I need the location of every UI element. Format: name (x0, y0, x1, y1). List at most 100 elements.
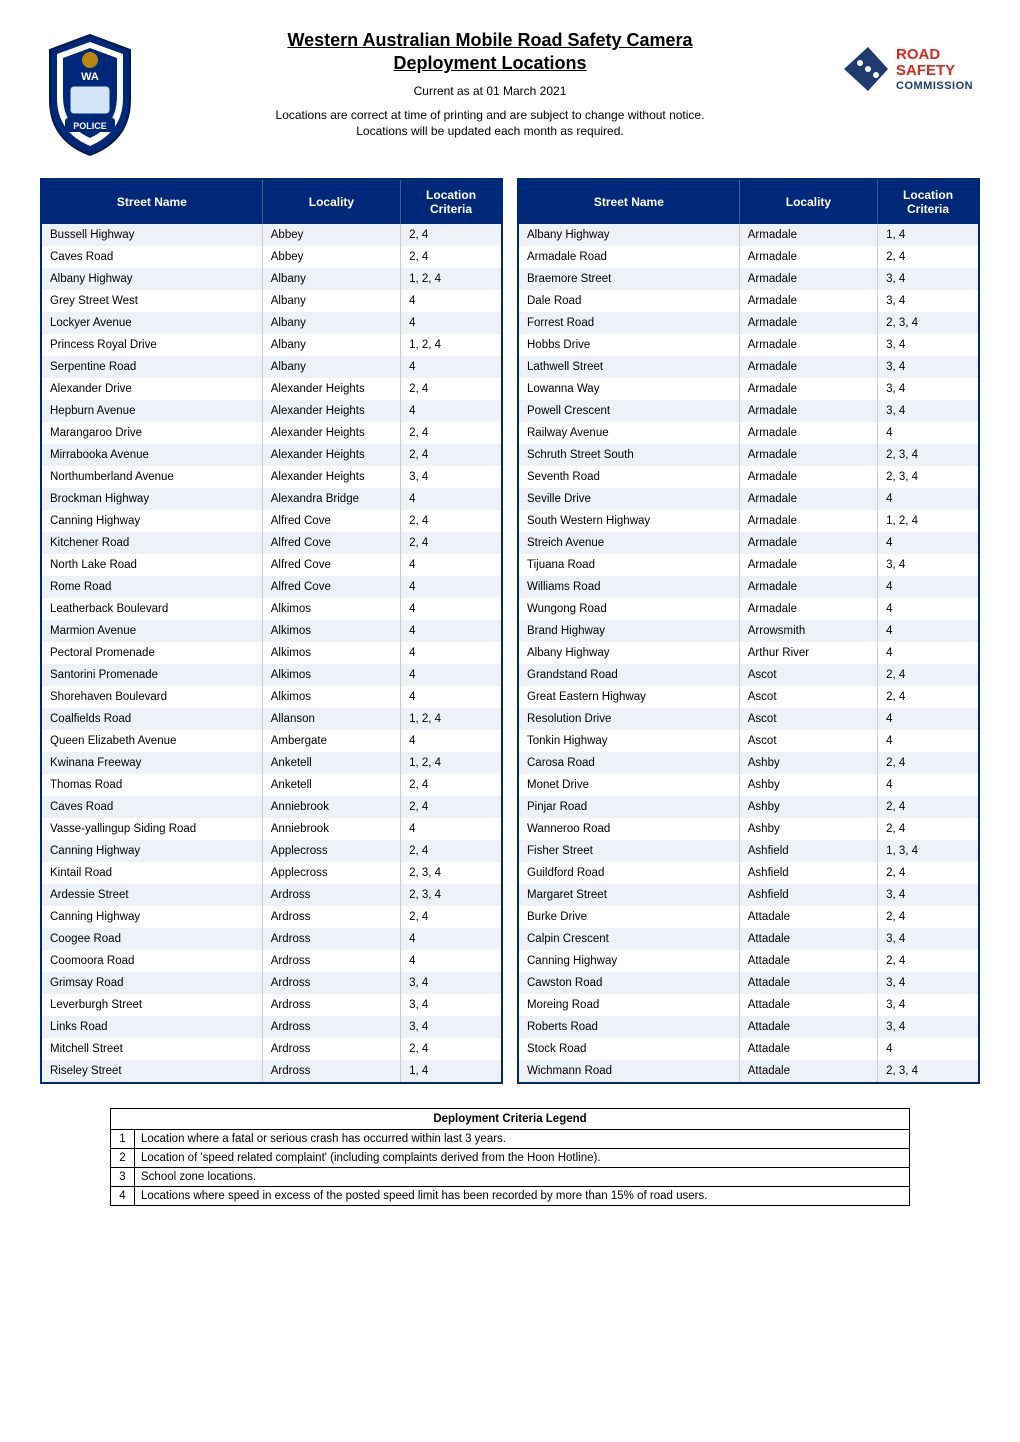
tables-container: Street Name Locality LocationCriteria Bu… (40, 178, 980, 1084)
cell-criteria: 4 (878, 598, 979, 620)
cell-locality: Ardross (262, 1038, 400, 1060)
cell-locality: Ashby (739, 796, 877, 818)
table-row: Kwinana FreewayAnketell1, 2, 4 (41, 752, 502, 774)
col-header-street: Street Name (518, 179, 739, 224)
cell-locality: Armadale (739, 400, 877, 422)
cell-criteria: 3, 4 (401, 994, 502, 1016)
cell-locality: Alexander Heights (262, 422, 400, 444)
table-row: South Western HighwayArmadale1, 2, 4 (518, 510, 979, 532)
cell-locality: Ardross (262, 1060, 400, 1083)
cell-locality: Ardross (262, 994, 400, 1016)
table-row: Brockman HighwayAlexandra Bridge4 (41, 488, 502, 510)
cell-street: Riseley Street (41, 1060, 262, 1083)
table-row: Coalfields RoadAllanson1, 2, 4 (41, 708, 502, 730)
cell-street: Kwinana Freeway (41, 752, 262, 774)
cell-locality: Applecross (262, 862, 400, 884)
cell-criteria: 4 (401, 598, 502, 620)
cell-criteria: 4 (878, 730, 979, 752)
cell-street: Marangaroo Drive (41, 422, 262, 444)
cell-locality: Alkimos (262, 686, 400, 708)
cell-street: Coalfields Road (41, 708, 262, 730)
cell-street: Stock Road (518, 1038, 739, 1060)
cell-criteria: 2, 4 (401, 840, 502, 862)
cell-locality: Alkimos (262, 642, 400, 664)
cell-criteria: 4 (401, 290, 502, 312)
cell-locality: Attadale (739, 950, 877, 972)
cell-street: Vasse-yallingup Siding Road (41, 818, 262, 840)
cell-street: Burke Drive (518, 906, 739, 928)
col-header-criteria: LocationCriteria (878, 179, 979, 224)
cell-locality: Alkimos (262, 620, 400, 642)
cell-criteria: 4 (878, 422, 979, 444)
cell-criteria: 4 (878, 774, 979, 796)
cell-criteria: 2, 4 (878, 950, 979, 972)
cell-criteria: 4 (401, 620, 502, 642)
cell-locality: Armadale (739, 532, 877, 554)
table-row: Grimsay RoadArdross3, 4 (41, 972, 502, 994)
cell-locality: Ardross (262, 972, 400, 994)
cell-locality: Ashby (739, 774, 877, 796)
legend-container: Deployment Criteria Legend 1Location whe… (40, 1108, 980, 1206)
cell-criteria: 2, 4 (878, 862, 979, 884)
cell-locality: Armadale (739, 312, 877, 334)
legend-text: Location where a fatal or serious crash … (135, 1130, 910, 1149)
table-row: Schruth Street SouthArmadale2, 3, 4 (518, 444, 979, 466)
table-row: Vasse-yallingup Siding RoadAnniebrook4 (41, 818, 502, 840)
cell-street: Schruth Street South (518, 444, 739, 466)
locations-table-left: Street Name Locality LocationCriteria Bu… (40, 178, 503, 1084)
cell-street: Pectoral Promenade (41, 642, 262, 664)
cell-criteria: 2, 4 (401, 774, 502, 796)
table-row: Shorehaven BoulevardAlkimos4 (41, 686, 502, 708)
cell-criteria: 4 (878, 708, 979, 730)
cell-street: Albany Highway (41, 268, 262, 290)
cell-criteria: 2, 4 (401, 1038, 502, 1060)
cell-criteria: 2, 3, 4 (401, 862, 502, 884)
table-row: Fisher StreetAshfield1, 3, 4 (518, 840, 979, 862)
table-row: Resolution DriveAscot4 (518, 708, 979, 730)
table-row: Kintail RoadApplecross2, 3, 4 (41, 862, 502, 884)
table-row: Roberts RoadAttadale3, 4 (518, 1016, 979, 1038)
cell-locality: Alfred Cove (262, 576, 400, 598)
table-row: Streich AvenueArmadale4 (518, 532, 979, 554)
table-row: Monet DriveAshby4 (518, 774, 979, 796)
cell-locality: Applecross (262, 840, 400, 862)
cell-criteria: 3, 4 (878, 928, 979, 950)
cell-locality: Attadale (739, 994, 877, 1016)
cell-locality: Ashfield (739, 840, 877, 862)
table-row: Moreing RoadAttadale3, 4 (518, 994, 979, 1016)
table-row: Coogee RoadArdross4 (41, 928, 502, 950)
cell-criteria: 1, 2, 4 (401, 708, 502, 730)
table-row: Caves RoadAbbey2, 4 (41, 246, 502, 268)
cell-street: Hobbs Drive (518, 334, 739, 356)
cell-street: Fisher Street (518, 840, 739, 862)
cell-street: Queen Elizabeth Avenue (41, 730, 262, 752)
cell-street: Armadale Road (518, 246, 739, 268)
table-row: Albany HighwayArthur River4 (518, 642, 979, 664)
cell-street: Mirrabooka Avenue (41, 444, 262, 466)
cell-street: Resolution Drive (518, 708, 739, 730)
cell-street: Powell Crescent (518, 400, 739, 422)
cell-criteria: 2, 4 (401, 246, 502, 268)
svg-text:POLICE: POLICE (73, 121, 107, 131)
cell-street: Monet Drive (518, 774, 739, 796)
cell-criteria: 2, 4 (401, 796, 502, 818)
cell-street: Albany Highway (518, 224, 739, 246)
cell-street: Lockyer Avenue (41, 312, 262, 334)
table-row: Lowanna WayArmadale3, 4 (518, 378, 979, 400)
table-row: Tijuana RoadArmadale3, 4 (518, 554, 979, 576)
cell-criteria: 4 (401, 576, 502, 598)
table-right-body: Albany HighwayArmadale1, 4Armadale RoadA… (518, 224, 979, 1083)
cell-criteria: 4 (878, 576, 979, 598)
cell-street: Caves Road (41, 796, 262, 818)
cell-criteria: 4 (401, 642, 502, 664)
table-row: Calpin CrescentAttadale3, 4 (518, 928, 979, 950)
cell-street: Kitchener Road (41, 532, 262, 554)
cell-criteria: 2, 4 (401, 532, 502, 554)
cell-criteria: 2, 3, 4 (878, 1060, 979, 1083)
cell-street: Grey Street West (41, 290, 262, 312)
cell-criteria: 4 (878, 642, 979, 664)
svg-text:WA: WA (81, 71, 99, 83)
cell-locality: Anketell (262, 752, 400, 774)
table-header-row: Street Name Locality LocationCriteria (518, 179, 979, 224)
cell-criteria: 3, 4 (878, 972, 979, 994)
